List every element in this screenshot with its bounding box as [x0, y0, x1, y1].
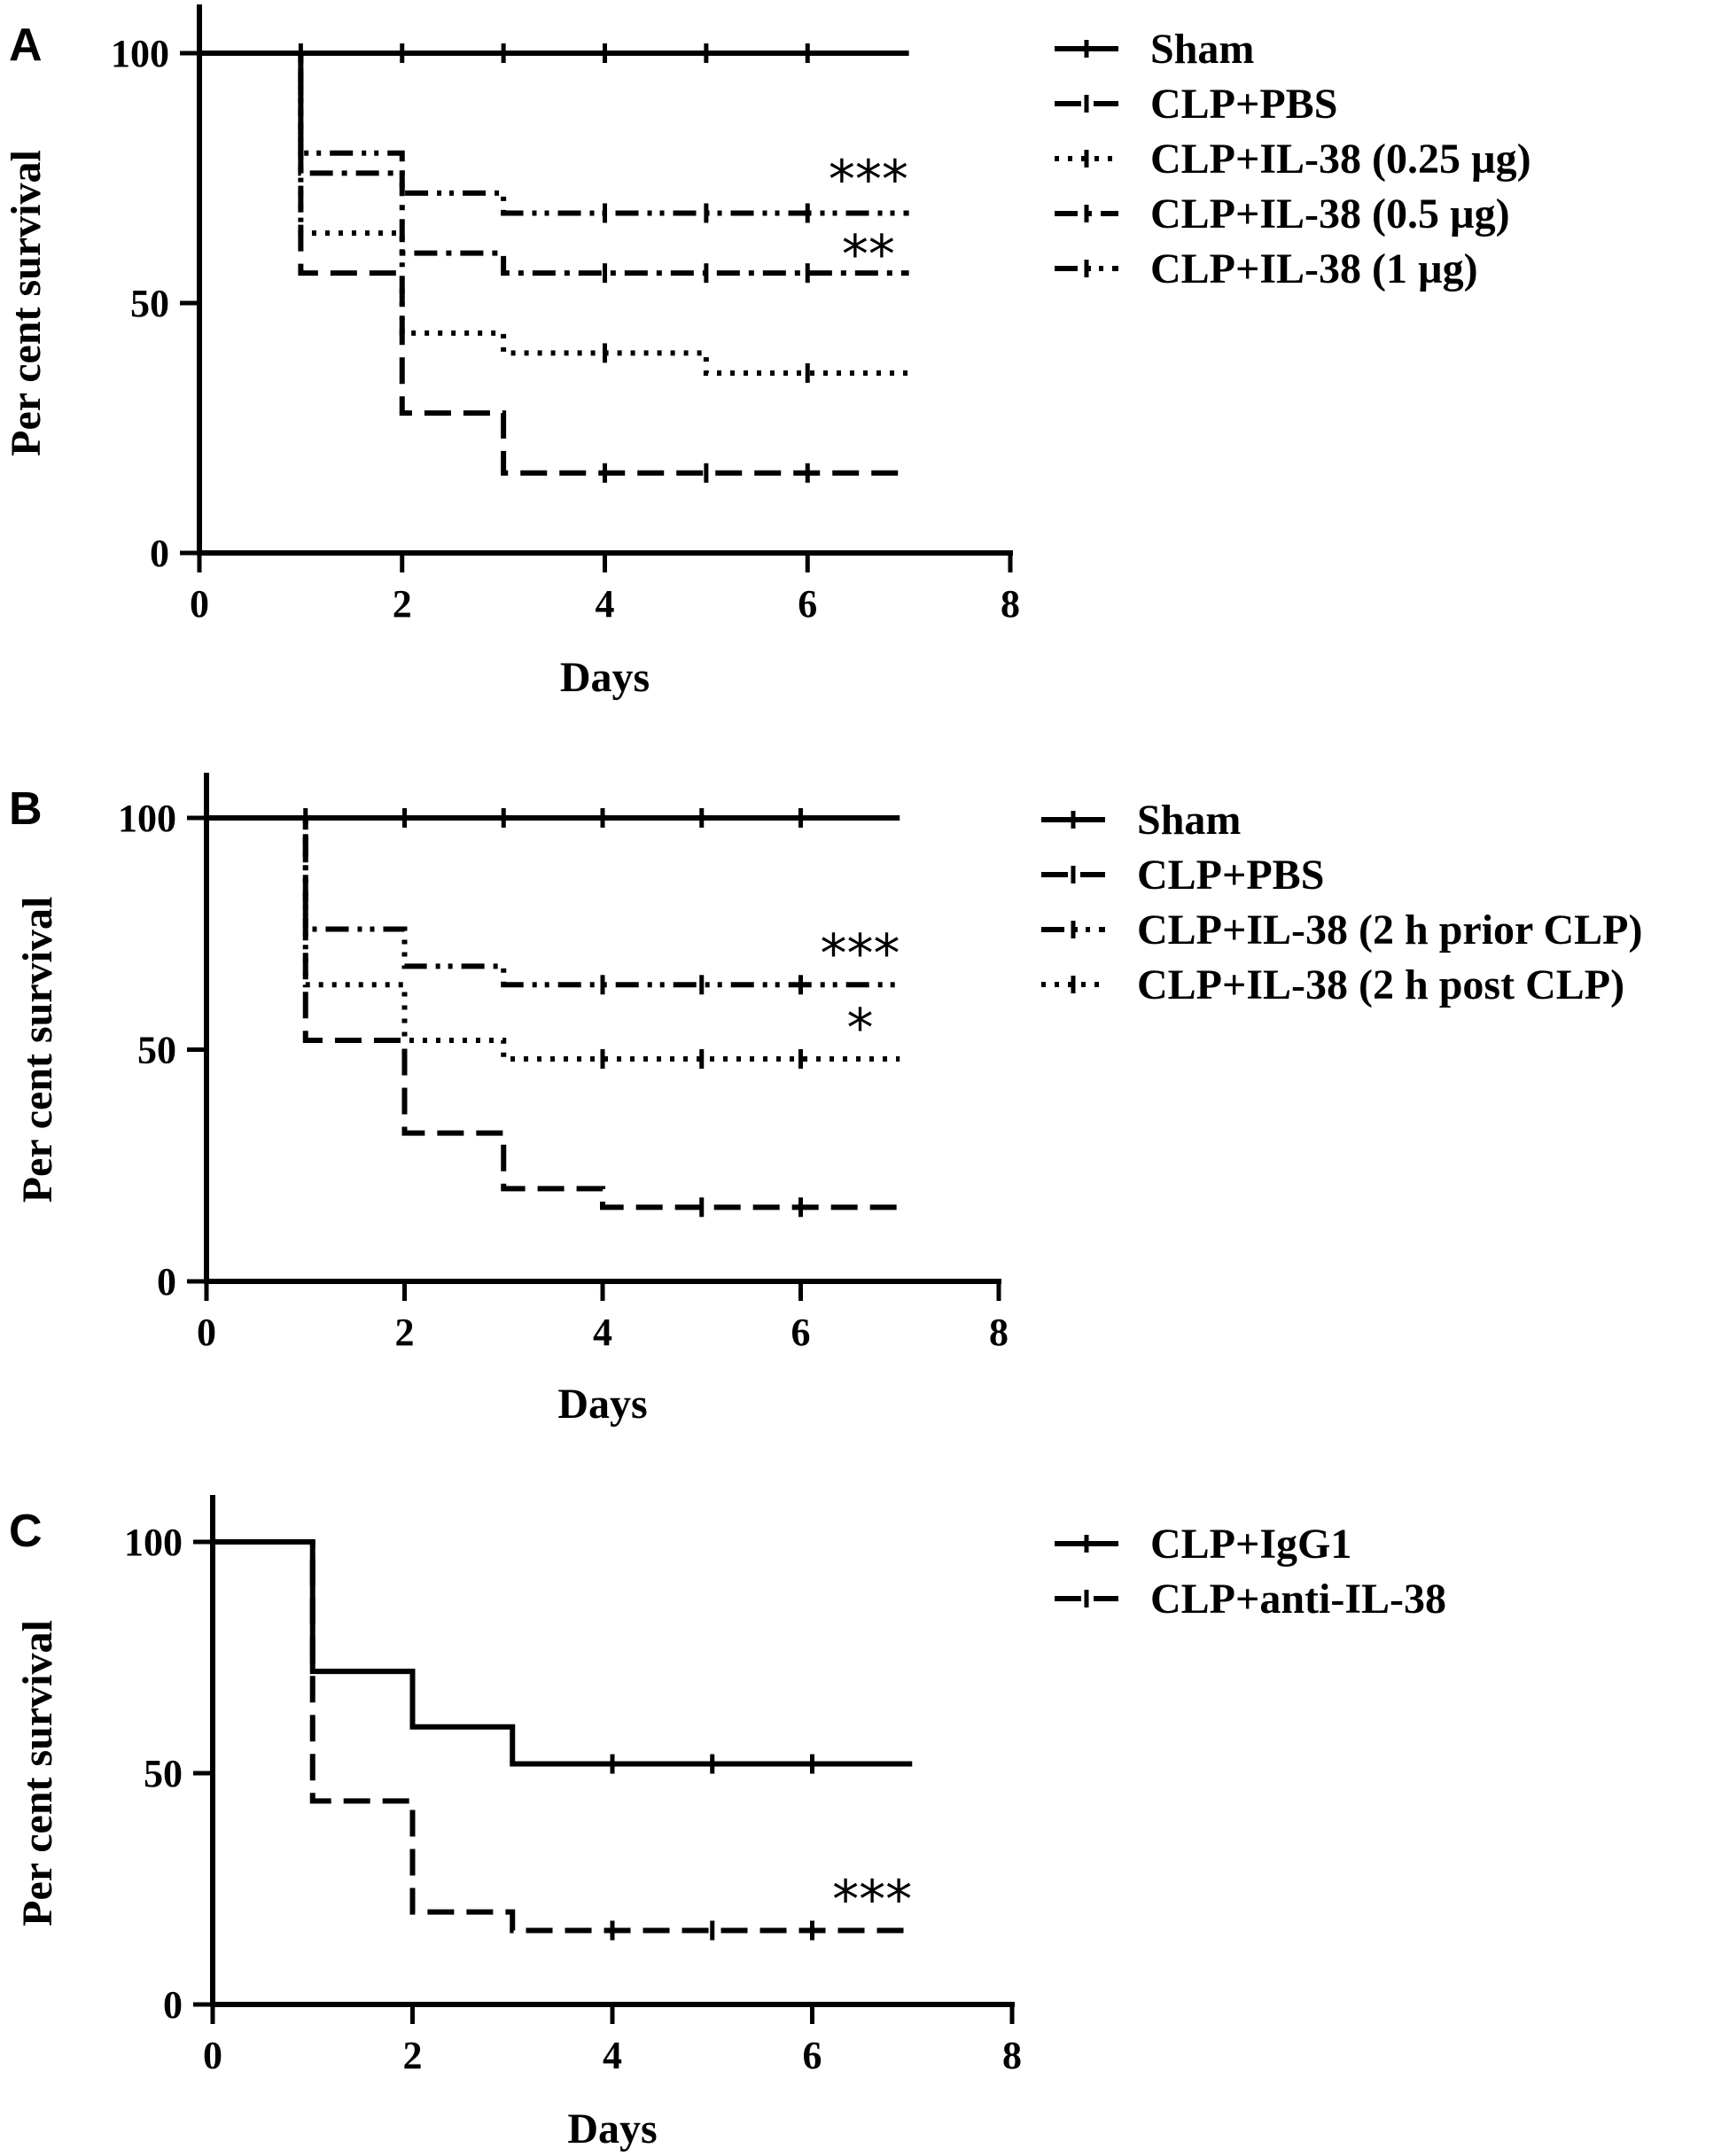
series-sham — [206, 808, 900, 828]
panel-letter-b: B — [9, 783, 43, 835]
series-line — [199, 51, 909, 216]
x-tick-label: 4 — [596, 582, 615, 626]
y-axis-title: Per cent survival — [14, 897, 61, 1203]
y-axis-title: Per cent survival — [14, 1620, 61, 1926]
x-axis-title: Days — [560, 654, 650, 701]
significance-stars: * — [847, 997, 874, 1059]
series-clp-anti-il-38 — [213, 1539, 913, 1941]
y-tick-label: 50 — [130, 282, 169, 325]
x-tick-label: 8 — [1001, 582, 1020, 626]
legend-b: Sham CLP+PBS CLP+IL-38 (2 h prior CLP) CLP+… — [1041, 797, 1642, 1008]
x-tick-label: 4 — [593, 1311, 612, 1354]
legend-c: CLP+IgG1 CLP+anti-IL-38 — [1055, 1521, 1446, 1623]
y-tick-label: 50 — [144, 1752, 183, 1795]
significance-stars: *** — [832, 1869, 912, 1931]
y-tick-label: 100 — [124, 1521, 183, 1564]
x-tick-label: 6 — [791, 1311, 811, 1354]
x-tick-label: 0 — [203, 2034, 222, 2077]
series-line — [199, 51, 909, 276]
legend-label: Sham — [1150, 26, 1254, 73]
x-tick-label: 2 — [393, 582, 412, 626]
legend-label: CLP+IL-38 (0.25 µg) — [1150, 136, 1531, 183]
series-clp-pbs — [199, 51, 909, 483]
legend-label: CLP+IgG1 — [1150, 1521, 1351, 1568]
legend-label: CLP+IL-38 (0.5 µg) — [1150, 191, 1510, 237]
panel-c: C 0 2 4 6 8 0 50 100 Days Per cent survival *** CLP+… — [9, 1495, 1446, 2152]
x-tick-label: 0 — [197, 1311, 216, 1354]
series-clp-il-38-2-h-prior-clp — [206, 815, 900, 995]
legend-label: CLP+PBS — [1150, 81, 1337, 128]
legend-label: CLP+IL-38 (2 h post CLP) — [1137, 961, 1624, 1008]
x-tick-label: 6 — [803, 2034, 822, 2077]
panel-letter-a: A — [9, 19, 43, 71]
y-axis-title: Per cent survival — [3, 150, 50, 456]
legend-label: CLP+IL-38 (2 h prior CLP) — [1137, 907, 1642, 953]
y-tick-label: 0 — [163, 1983, 183, 2027]
series-line — [213, 1539, 913, 1934]
legend-label: CLP+anti-IL-38 — [1150, 1576, 1446, 1623]
significance-stars: ** — [842, 224, 895, 286]
y-tick-label: 50 — [137, 1029, 176, 1072]
series-line — [199, 51, 909, 376]
series-line — [213, 1539, 913, 1767]
series-clp-il-38-0-25-ug — [199, 51, 909, 383]
series-line — [199, 51, 909, 476]
y-tick-label: 0 — [157, 1260, 176, 1304]
y-tick-label: 0 — [150, 532, 169, 575]
legend-label: Sham — [1137, 797, 1241, 844]
x-tick-label: 6 — [798, 582, 817, 626]
legend-a: Sham CLP+PBS CLP+IL-38 (0.25 µg) CLP+IL-38 … — [1055, 26, 1531, 292]
x-tick-label: 2 — [395, 1311, 415, 1354]
x-tick-label: 8 — [989, 1311, 1009, 1354]
series-sham — [199, 43, 909, 63]
series-line — [206, 815, 900, 1062]
panel-letter-c: C — [9, 1506, 43, 1557]
legend-label: CLP+IL-38 (1 µg) — [1150, 245, 1478, 292]
series-line — [206, 815, 900, 988]
x-tick-label: 2 — [403, 2034, 423, 2077]
y-tick-label: 100 — [111, 32, 169, 75]
x-tick-label: 0 — [190, 582, 209, 626]
series-clp-il-38-1-ug — [199, 51, 909, 223]
y-tick-label: 100 — [118, 797, 176, 840]
series-clp-pbs — [206, 815, 900, 1218]
series-line — [206, 815, 900, 1210]
legend-label: CLP+PBS — [1137, 852, 1324, 899]
x-axis-title: Days — [567, 2105, 657, 2152]
x-tick-label: 4 — [603, 2034, 622, 2077]
series-clp-il-38-2-h-post-clp — [206, 815, 900, 1069]
series-clp-il-38-0-5-ug — [199, 51, 909, 284]
significance-stars: *** — [821, 923, 900, 985]
significance-stars: *** — [829, 149, 908, 211]
x-axis-title: Days — [557, 1381, 647, 1428]
series-clp-igg1 — [213, 1539, 913, 1774]
x-tick-label: 8 — [1002, 2034, 1022, 2077]
